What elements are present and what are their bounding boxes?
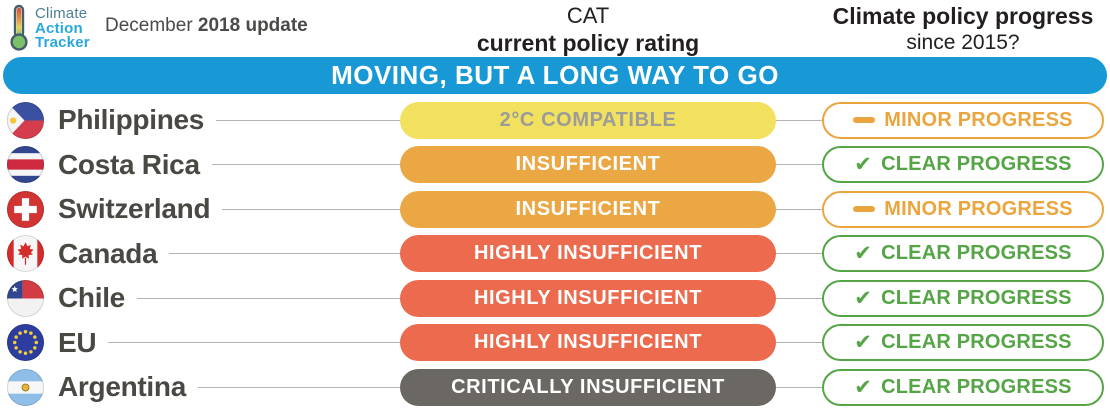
rating-pill: INSUFFICIENT <box>400 190 776 228</box>
progress-label: CLEAR PROGRESS <box>881 153 1072 176</box>
progress-header-line1: Climate policy progress <box>832 3 1094 29</box>
rating-pill: 2°C COMPATIBLE <box>400 101 776 139</box>
country-rows: Philippines 2°C COMPATIBLE MINOR PROGRES… <box>0 98 1110 410</box>
country-name: Canada <box>58 237 158 269</box>
table-row: Switzerland INSUFFICIENT MINOR PROGRESS <box>0 187 1110 232</box>
progress-badge: ✔ CLEAR PROGRESS <box>822 324 1104 362</box>
update-bold: 2018 update <box>197 15 308 36</box>
connector-line <box>776 342 822 344</box>
progress-label: CLEAR PROGRESS <box>881 375 1072 398</box>
rating-column-header: CAT current policy rating <box>400 3 776 57</box>
eu-flag-icon <box>7 324 44 362</box>
clear-progress-check-icon: ✔ <box>854 242 873 266</box>
progress-badge: ✔ CLEAR PROGRESS <box>822 235 1104 273</box>
table-row: Chile HIGHLY INSUFFICIENT ✔ CLEAR PROGRE… <box>0 276 1110 321</box>
country-name: Switzerland <box>58 193 211 225</box>
progress-badge: ✔ CLEAR PROGRESS <box>822 146 1104 184</box>
progress-badge: ✔ CLEAR PROGRESS <box>822 279 1104 317</box>
connector-line <box>222 208 400 210</box>
table-row: EU HIGHLY INSUFFICIENT ✔ CLEAR PROGRESS <box>0 321 1110 366</box>
country-name: Philippines <box>58 104 205 136</box>
connector-line <box>776 386 822 388</box>
logo-word-tracker: Tracker <box>35 34 90 51</box>
logo-word-climate: Climate <box>35 5 88 22</box>
update-prefix: December <box>105 15 198 36</box>
connector-line <box>776 208 822 210</box>
progress-header-line2: since 2015? <box>906 31 1020 54</box>
philippines-flag-icon <box>7 101 44 139</box>
chile-flag-icon <box>7 279 44 317</box>
rating-pill: CRITICALLY INSUFFICIENT <box>400 368 776 406</box>
connector-line <box>197 386 400 388</box>
table-row: Philippines 2°C COMPATIBLE MINOR PROGRES… <box>0 98 1110 143</box>
group-banner: MOVING, BUT A LONG WAY TO GO <box>3 57 1107 94</box>
connector-line <box>776 119 822 121</box>
header: Climate Action Tracker December 2018 upd… <box>0 0 1110 57</box>
connector-line <box>776 164 822 166</box>
cat-logo-text: Climate Action Tracker <box>35 4 90 51</box>
connector-line <box>211 164 400 166</box>
connector-line <box>216 119 400 121</box>
minor-progress-dash-icon <box>853 117 876 124</box>
argentina-flag-icon <box>7 368 44 406</box>
country-name: Costa Rica <box>58 148 200 180</box>
table-row: Argentina CRITICALLY INSUFFICIENT ✔ CLEA… <box>0 365 1110 410</box>
progress-label: MINOR PROGRESS <box>884 108 1073 131</box>
clear-progress-check-icon: ✔ <box>854 286 873 310</box>
table-row: Canada HIGHLY INSUFFICIENT ✔ CLEAR PROGR… <box>0 232 1110 277</box>
progress-column-header: Climate policy progress since 2015? <box>800 3 1110 55</box>
cat-logo: Climate Action Tracker <box>8 4 90 56</box>
rating-pill: HIGHLY INSUFFICIENT <box>400 279 776 317</box>
progress-badge: ✔ CLEAR PROGRESS <box>822 368 1104 406</box>
rating-pill: HIGHLY INSUFFICIENT <box>400 235 776 273</box>
connector-line <box>108 342 400 344</box>
connector-line <box>169 253 400 255</box>
rating-header-line1: CAT <box>566 3 610 28</box>
rating-pill: HIGHLY INSUFFICIENT <box>400 324 776 362</box>
minor-progress-dash-icon <box>853 206 876 213</box>
update-date: December 2018 update <box>105 15 308 37</box>
costa-rica-flag-icon <box>7 146 44 184</box>
country-name: Chile <box>58 282 125 314</box>
table-row: Costa Rica INSUFFICIENT ✔ CLEAR PROGRESS <box>0 143 1110 188</box>
progress-badge: MINOR PROGRESS <box>822 190 1104 228</box>
connector-line <box>776 253 822 255</box>
progress-label: CLEAR PROGRESS <box>881 286 1072 309</box>
clear-progress-check-icon: ✔ <box>854 375 873 399</box>
country-name: EU <box>58 326 97 358</box>
logo-word-action: Action <box>35 19 83 37</box>
connector-line <box>776 297 822 299</box>
thermometer-icon <box>8 4 30 56</box>
clear-progress-check-icon: ✔ <box>854 331 873 355</box>
country-name: Argentina <box>58 371 186 403</box>
progress-badge: MINOR PROGRESS <box>822 101 1104 139</box>
progress-label: CLEAR PROGRESS <box>881 242 1072 265</box>
progress-label: MINOR PROGRESS <box>884 197 1073 220</box>
clear-progress-check-icon: ✔ <box>854 153 873 177</box>
canada-flag-icon <box>7 235 44 273</box>
rating-pill: INSUFFICIENT <box>400 146 776 184</box>
rating-header-line2: current policy rating <box>476 30 700 56</box>
progress-label: CLEAR PROGRESS <box>881 331 1072 354</box>
connector-line <box>136 297 400 299</box>
switzerland-flag-icon <box>7 190 44 228</box>
